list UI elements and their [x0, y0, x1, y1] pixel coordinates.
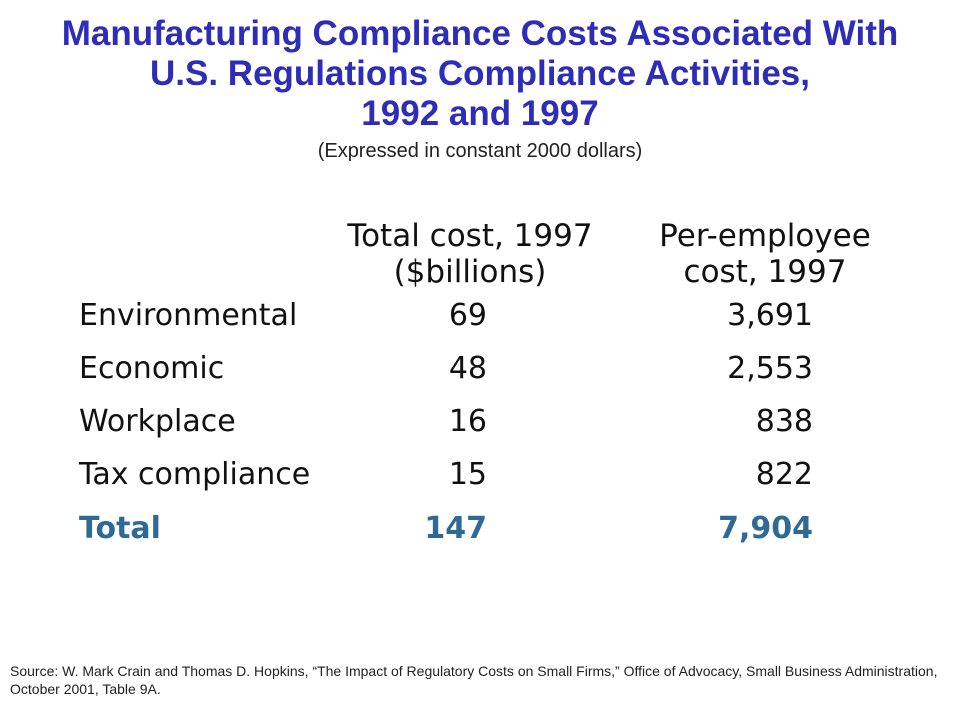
- total-cost-value: 48: [448, 351, 487, 386]
- subtitle: (Expressed in constant 2000 dollars): [317, 140, 643, 162]
- per-employee-value: 3,691: [727, 298, 813, 333]
- header-total-cost-line-1: Total cost, 1997: [347, 218, 593, 254]
- table-row-total: Total 147 7,904: [0, 507, 960, 551]
- per-employee-value: 822: [755, 457, 813, 492]
- total-label: Total: [79, 511, 161, 546]
- per-employee-value: 2,553: [727, 351, 813, 386]
- total-cost-sum: 147: [424, 511, 487, 546]
- row-label: Environmental: [79, 298, 298, 333]
- title-line-1: Manufacturing Compliance Costs Associate…: [61, 14, 899, 53]
- table-row-environmental: Environmental 69 3,691: [0, 294, 960, 338]
- header-per-employee-line-1: Per-employee: [659, 218, 871, 254]
- table-row-economic: Economic 48 2,553: [0, 347, 960, 391]
- header-total-cost: Total cost, 1997 ($billions): [320, 218, 620, 290]
- per-employee-value: 838: [755, 404, 813, 439]
- row-label: Tax compliance: [79, 457, 311, 492]
- title-block: Manufacturing Compliance Costs Associate…: [0, 14, 960, 164]
- header-per-employee: Per-employee cost, 1997: [620, 218, 910, 290]
- row-label: Workplace: [79, 404, 236, 439]
- source-note: Source: W. Mark Crain and Thomas D. Hopk…: [10, 663, 938, 697]
- title-line-3: 1992 and 1997: [361, 94, 599, 133]
- total-cost-value: 16: [448, 404, 487, 439]
- table-row-tax-compliance: Tax compliance 15 822: [0, 453, 960, 497]
- per-employee-sum: 7,904: [718, 511, 813, 546]
- total-cost-value: 15: [448, 457, 487, 492]
- table-row-workplace: Workplace 16 838: [0, 400, 960, 444]
- row-label: Economic: [79, 351, 225, 386]
- header-total-cost-line-2: ($billions): [393, 254, 547, 290]
- total-cost-value: 69: [448, 298, 487, 333]
- header-per-employee-line-2: cost, 1997: [683, 254, 847, 290]
- title-line-2: U.S. Regulations Compliance Activities,: [150, 54, 810, 93]
